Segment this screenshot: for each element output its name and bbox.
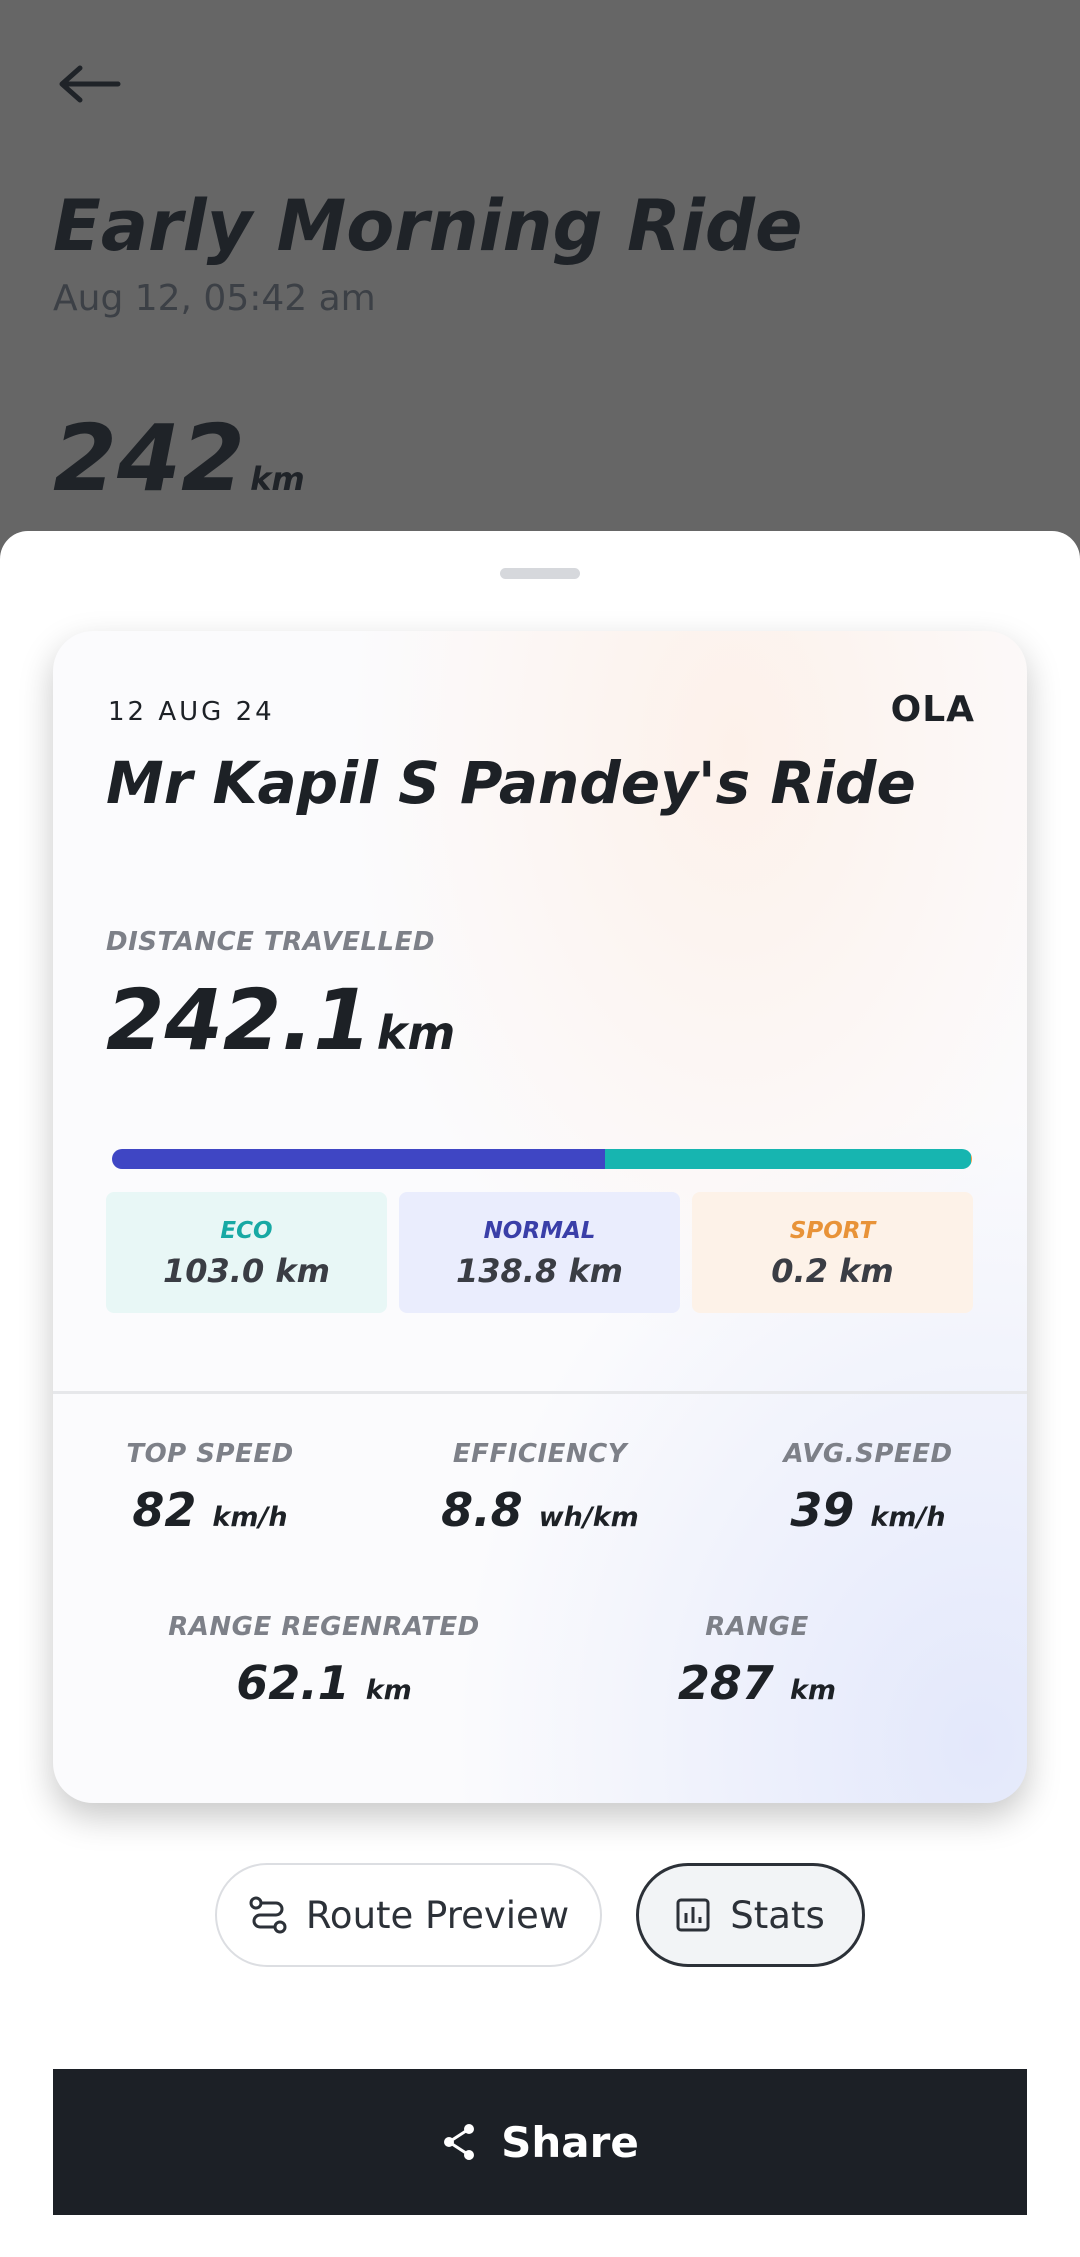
- back-button[interactable]: [58, 62, 122, 106]
- distance: 242.1 km: [106, 971, 455, 1069]
- stat: AVG.SPEED 39 km/h: [703, 1439, 1027, 1537]
- mode-bar-segment: [971, 1149, 972, 1169]
- route-icon: [249, 1896, 287, 1934]
- stat-unit: km: [365, 1675, 412, 1706]
- mode-bar-segment: [112, 1149, 606, 1169]
- ride-card: 12 AUG 24 OLA Mr Kapil S Pandey's Ride D…: [53, 631, 1027, 1803]
- mode-value: 103.0: [163, 1252, 265, 1290]
- stat: EFFICIENCY 8.8 wh/km: [375, 1439, 705, 1537]
- distance-unit: km: [250, 460, 305, 498]
- stat-unit: km/h: [870, 1502, 946, 1533]
- button-label: Stats: [730, 1893, 825, 1937]
- mode-value: 0.2: [771, 1252, 828, 1290]
- stat-number: 287: [677, 1656, 774, 1710]
- distance-unit: km: [376, 1006, 456, 1060]
- stat-label: TOP SPEED: [126, 1439, 294, 1469]
- stat: RANGE 287 km: [592, 1612, 922, 1710]
- mode-name: SPORT: [789, 1218, 876, 1244]
- mode-name: ECO: [220, 1218, 273, 1244]
- stat-number: 8.8: [441, 1483, 523, 1537]
- mode-box: SPORT 0.2 km: [692, 1192, 973, 1313]
- brand-logo: OLA: [890, 689, 975, 730]
- mode-distance: 0.2 km: [692, 1252, 973, 1290]
- share-icon: [444, 2124, 475, 2160]
- mode-unit: km: [275, 1252, 330, 1290]
- stat-number: 82: [132, 1483, 197, 1537]
- ride-title: Early Morning Ride: [53, 185, 803, 267]
- stat: RANGE REGENRATED 62.1 km: [159, 1612, 489, 1710]
- sheet-handle[interactable]: [500, 568, 580, 579]
- mode-distance: 138.8 km: [399, 1252, 680, 1290]
- distance-value: 242: [53, 405, 246, 512]
- stats-button[interactable]: Stats: [636, 1863, 865, 1967]
- ride-datetime: Aug 12, 05:42 am: [53, 278, 376, 319]
- mode-bar: [112, 1149, 972, 1169]
- mode-bar-segment: [605, 1149, 972, 1169]
- stat-number: 39: [790, 1483, 855, 1537]
- button-label: Share: [501, 2117, 639, 2167]
- stat-label: AVG.SPEED: [783, 1439, 953, 1469]
- stat-label: RANGE: [705, 1612, 809, 1642]
- distance-value: 242.1: [106, 971, 372, 1069]
- stat-value: 39 km/h: [703, 1483, 1027, 1537]
- mode-box: ECO 103.0 km: [106, 1192, 387, 1313]
- share-button[interactable]: Share: [53, 2069, 1027, 2215]
- route-preview-button[interactable]: Route Preview: [215, 1863, 602, 1967]
- stat-value: 8.8 wh/km: [375, 1483, 705, 1537]
- stat-unit: wh/km: [538, 1502, 639, 1533]
- stat: TOP SPEED 82 km/h: [53, 1439, 375, 1537]
- stat-unit: km/h: [212, 1502, 288, 1533]
- mode-distance: 103.0 km: [106, 1252, 387, 1290]
- stat-unit: km: [789, 1675, 837, 1706]
- mode-name: NORMAL: [483, 1218, 596, 1244]
- stat-value: 62.1 km: [159, 1656, 489, 1710]
- distance-label: DISTANCE TRAVELLED: [106, 927, 435, 957]
- stat-number: 62.1: [236, 1656, 350, 1710]
- button-label: Route Preview: [305, 1893, 570, 1937]
- divider: [53, 1391, 1027, 1394]
- stat-value: 287 km: [592, 1656, 922, 1710]
- stat-label: EFFICIENCY: [452, 1439, 628, 1469]
- ride-distance: 242 km: [53, 405, 305, 512]
- mode-box: NORMAL 138.8 km: [399, 1192, 680, 1313]
- background: [0, 0, 1080, 560]
- card-date: 12 AUG 24: [108, 697, 275, 727]
- stats-icon: [676, 1898, 710, 1932]
- stat-label: RANGE REGENRATED: [168, 1612, 480, 1642]
- mode-unit: km: [839, 1252, 894, 1290]
- mode-value: 138.8: [456, 1252, 558, 1290]
- mode-unit: km: [568, 1252, 623, 1290]
- stat-value: 82 km/h: [53, 1483, 375, 1537]
- card-title: Mr Kapil S Pandey's Ride: [106, 749, 916, 817]
